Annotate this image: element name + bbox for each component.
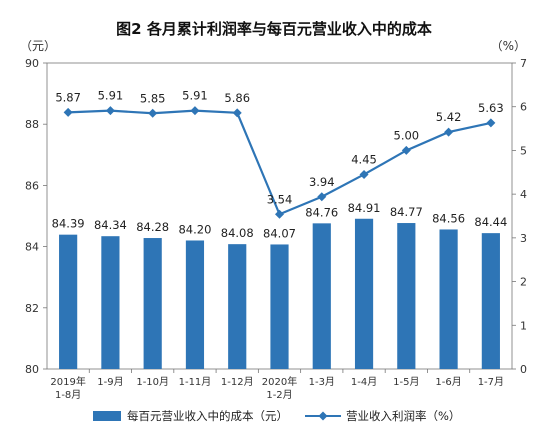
line-value-labels: 5.87 5.91 5.85 5.91 5.86 3.54 3.94 4.45 5.00 5.42… [55, 89, 503, 207]
legend: 每百元营业收入中的成本（元） 营业收入利润率（%） [93, 409, 460, 423]
line-value-label: 5.63 [478, 101, 504, 115]
legend-bar-swatch [93, 411, 121, 421]
bar [439, 229, 458, 369]
line-value-label: 5.91 [182, 89, 208, 103]
right-tick-label: 5 [520, 144, 527, 157]
line-value-label: 5.85 [140, 91, 166, 105]
line-point [317, 192, 327, 202]
left-tick-label: 80 [25, 363, 39, 376]
left-tick-label: 82 [25, 302, 39, 315]
bar-value-label: 84.56 [432, 211, 465, 225]
bar [185, 240, 205, 369]
bar-series [59, 218, 500, 369]
x-tick-label: 1-6月 [435, 376, 461, 388]
right-tick-label: 3 [520, 232, 527, 245]
bar-value-label: 84.91 [348, 201, 381, 215]
left-axis-unit: （元） [20, 39, 56, 53]
bar [312, 223, 331, 369]
line-point [359, 169, 369, 179]
x-tick-label: 1-7月 [478, 376, 504, 388]
bar [228, 244, 247, 369]
x-tick-label: 1-4月 [351, 376, 377, 388]
line-point [401, 145, 411, 155]
line-point [486, 118, 496, 128]
bar-value-label: 84.44 [474, 215, 507, 229]
line-point [63, 107, 73, 117]
bar-value-label: 84.76 [305, 205, 338, 219]
x-tick-label: 2020年 1-2月 [262, 375, 297, 401]
x-tick-label: 1-10月 [136, 376, 169, 388]
line-value-label: 4.45 [351, 152, 377, 166]
right-axis-unit: （%） [491, 39, 526, 53]
bar [143, 238, 162, 369]
legend-line-marker [318, 411, 328, 421]
x-tick-label: 1-9月 [97, 376, 123, 388]
bar [101, 236, 120, 369]
line-value-label: 5.87 [55, 90, 81, 104]
x-tick-label: 2019年 1-8月 [50, 375, 85, 401]
right-tick-label: 6 [520, 101, 527, 114]
right-tick-label: 1 [520, 319, 527, 332]
line-point [444, 127, 454, 137]
left-tick-label: 84 [25, 241, 39, 254]
chart-title: 图2 各月累计利润率与每百元营业收入中的成本 [116, 20, 432, 38]
line-point [190, 106, 200, 116]
bar [481, 233, 500, 369]
x-tick-label: 1-5月 [393, 376, 419, 388]
line-value-label: 5.86 [224, 91, 250, 105]
line-point [148, 108, 158, 118]
line-point [275, 209, 284, 219]
legend-line-label: 营业收入利润率（%） [346, 409, 460, 423]
line-value-label: 5.00 [394, 128, 420, 142]
bar-value-label: 84.34 [94, 218, 127, 232]
bar-value-label: 84.07 [263, 226, 296, 240]
bar-value-labels: 84.39 84.34 84.28 84.20 84.08 84.07 84.76 84.91… [52, 201, 508, 241]
bar-value-label: 84.77 [390, 205, 423, 219]
line-point [105, 106, 115, 116]
left-tick-label: 86 [25, 179, 39, 192]
right-tick-label: 0 [520, 363, 527, 376]
line-value-label: 3.54 [267, 192, 293, 206]
x-axis-labels: 2019年 1-8月 1-9月 1-10月 1-11月 1-12月 2020年 1-2月 1-3… [50, 375, 504, 401]
bar [59, 234, 78, 369]
line-value-label: 3.94 [309, 175, 335, 189]
bar [397, 223, 416, 369]
line-value-label: 5.42 [436, 110, 462, 124]
right-tick-label: 4 [520, 188, 527, 201]
legend-bar-label: 每百元营业收入中的成本（元） [127, 409, 288, 423]
bar [354, 218, 374, 369]
right-tick-label: 7 [520, 57, 527, 70]
line-point [232, 108, 242, 118]
bar-value-label: 84.39 [52, 217, 85, 231]
bar-value-label: 84.28 [136, 220, 169, 234]
bar-value-label: 84.08 [221, 226, 254, 240]
left-tick-label: 88 [25, 118, 39, 131]
x-tick-label: 1-11月 [179, 376, 212, 388]
left-tick-label: 90 [25, 57, 39, 70]
bar [270, 244, 289, 369]
right-tick-label: 2 [520, 276, 527, 289]
x-tick-label: 1-3月 [309, 376, 335, 388]
x-tick-label: 1-12月 [221, 376, 254, 388]
bar-value-label: 84.20 [178, 222, 211, 236]
line-value-label: 5.91 [98, 89, 124, 103]
line-series [63, 106, 496, 219]
